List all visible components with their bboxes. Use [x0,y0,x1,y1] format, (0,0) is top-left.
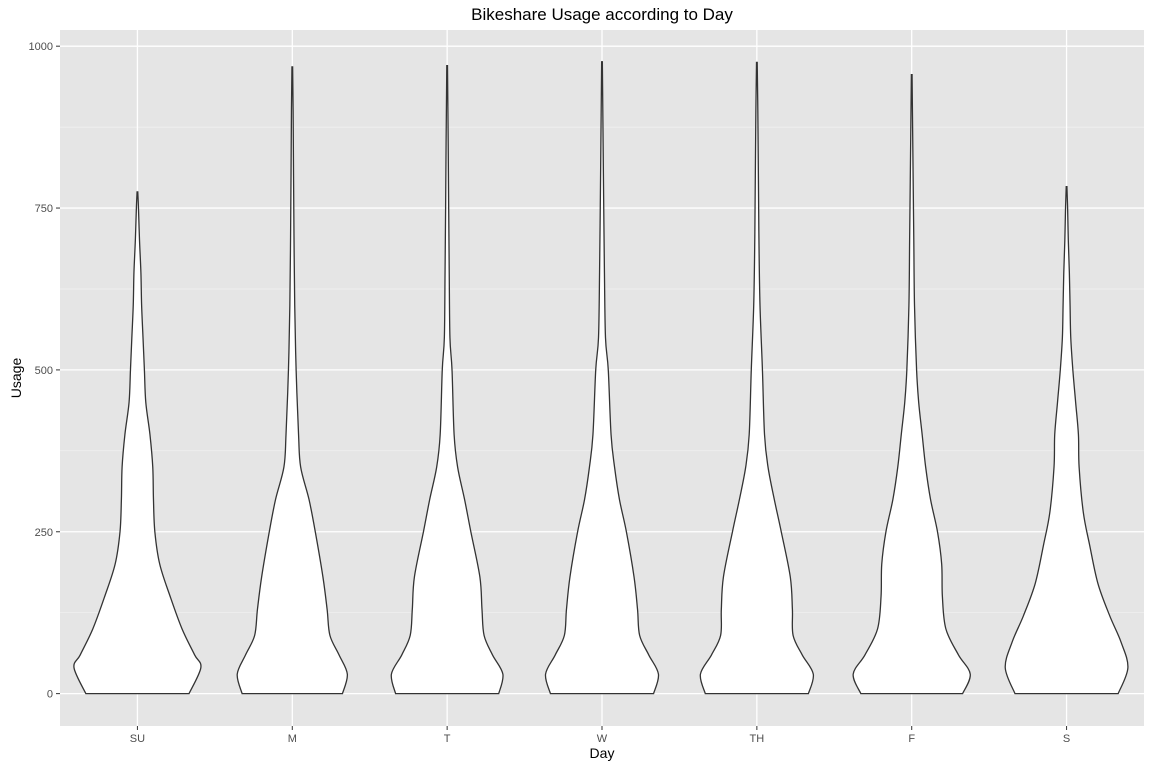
y-tick-label: 0 [47,689,53,701]
violins [73,61,1129,695]
y-axis-title: Usage [8,358,24,399]
x-axis-title: Day [590,745,615,761]
y-axis: 0 250 500 750 1000 [29,41,60,701]
x-tick-label: T [444,733,451,745]
violin-su [73,191,202,695]
x-tick-label: S [1063,733,1070,745]
violin-m [236,66,348,695]
x-tick-label: F [908,733,915,745]
y-tick-label: 750 [35,203,53,215]
violin-t [390,64,504,695]
x-tick-label: TH [750,733,765,745]
violin-w [544,61,660,695]
x-tick-label: W [597,733,608,745]
y-tick-label: 1000 [29,41,53,53]
y-tick-label: 500 [35,365,53,377]
y-tick-label: 250 [35,527,53,539]
x-tick-label: SU [130,733,145,745]
x-axis: SU M T W TH F S [130,726,1070,745]
violin-f [852,74,971,695]
chart-title: Bikeshare Usage according to Day [471,5,733,24]
violin-th [699,61,815,695]
x-tick-label: M [288,733,297,745]
violin-s [1004,186,1129,695]
